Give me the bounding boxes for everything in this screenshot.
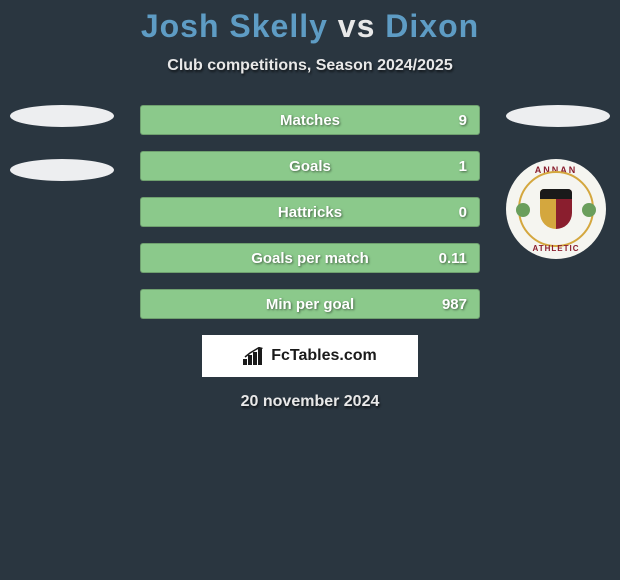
stat-bar-min-per-goal: Min per goal 987: [140, 289, 480, 319]
stat-bar-hattricks: Hattricks 0: [140, 197, 480, 227]
badge-subtitle: ATHLETIC: [533, 244, 580, 253]
season-subtitle: Club competitions, Season 2024/2025: [0, 57, 620, 75]
bars-icon: [243, 347, 265, 365]
stat-label: Goals: [289, 158, 331, 175]
stat-label: Hattricks: [278, 204, 342, 221]
stat-value: 9: [459, 112, 467, 129]
stat-bar-goals-per-match: Goals per match 0.11: [140, 243, 480, 273]
badge-shield: [540, 189, 572, 229]
vs-text: vs: [338, 8, 376, 44]
date-text: 20 november 2024: [0, 393, 620, 411]
fctables-text: FcTables.com: [271, 347, 377, 365]
stat-value: 0.11: [439, 250, 467, 267]
stat-value: 987: [442, 296, 467, 313]
stats-bars: Matches 9 Goals 1 Hattricks 0 Goals per …: [140, 105, 480, 319]
club-badge: ANNAN ATHLETIC: [506, 159, 606, 259]
badge-shield-top: [540, 189, 572, 199]
thistle-icon: [582, 203, 596, 217]
placeholder-oval: [506, 105, 610, 127]
stat-label: Min per goal: [266, 296, 354, 313]
player1-name: Josh Skelly: [141, 8, 328, 44]
stat-bar-matches: Matches 9: [140, 105, 480, 135]
player2-name: Dixon: [385, 8, 479, 44]
stat-value: 0: [459, 204, 467, 221]
stat-label: Matches: [280, 112, 340, 129]
placeholder-oval: [10, 105, 114, 127]
placeholder-oval: [10, 159, 114, 181]
stat-bar-goals: Goals 1: [140, 151, 480, 181]
comparison-title: Josh Skelly vs Dixon: [0, 8, 620, 45]
content-area: ANNAN ATHLETIC Matches 9 Goals 1: [0, 105, 620, 319]
right-placeholder-column: ANNAN ATHLETIC: [506, 105, 610, 259]
infographic-container: Josh Skelly vs Dixon Club competitions, …: [0, 0, 620, 411]
stat-label: Goals per match: [251, 250, 369, 267]
stat-value: 1: [459, 158, 467, 175]
thistle-icon: [516, 203, 530, 217]
left-placeholder-column: [10, 105, 114, 213]
fctables-attribution: FcTables.com: [202, 335, 418, 377]
